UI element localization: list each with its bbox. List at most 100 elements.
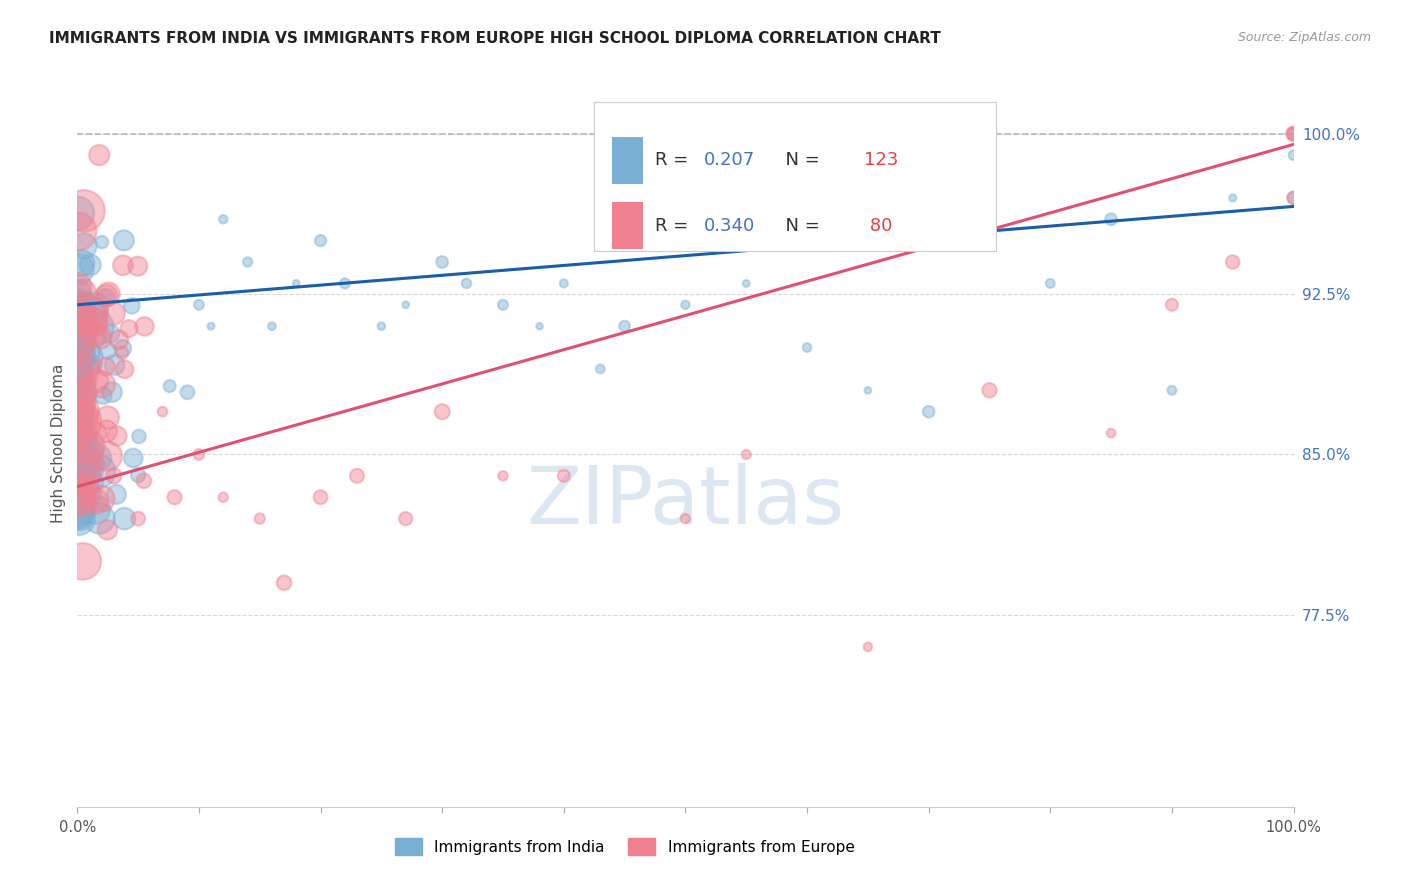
- Point: [72, 321, 94, 335]
- Point: [73, 436, 96, 450]
- Point: [66, 326, 89, 341]
- Point: [105, 487, 128, 501]
- Point: [66, 511, 89, 525]
- Point: [309, 234, 332, 248]
- Point: [72, 554, 94, 568]
- Point: [67, 497, 90, 511]
- Point: [67, 409, 90, 424]
- Point: [675, 511, 697, 525]
- Point: [121, 299, 143, 313]
- Point: [66, 412, 89, 426]
- Point: [67, 455, 90, 469]
- Point: [101, 385, 124, 400]
- Point: [127, 511, 149, 525]
- Point: [66, 474, 89, 488]
- Point: [1039, 277, 1062, 291]
- Point: [70, 310, 93, 324]
- Point: [67, 476, 90, 491]
- Point: [94, 359, 117, 374]
- Bar: [613, 202, 643, 249]
- Point: [66, 409, 89, 423]
- Point: [163, 490, 186, 504]
- Point: [73, 203, 96, 218]
- Point: [1282, 127, 1305, 141]
- Point: [89, 511, 111, 525]
- Point: [94, 291, 117, 305]
- Point: [97, 410, 120, 425]
- Point: [430, 255, 453, 269]
- Point: [76, 440, 98, 454]
- Point: [83, 494, 105, 508]
- Point: [111, 258, 134, 272]
- Text: N =: N =: [775, 217, 825, 235]
- Point: [111, 341, 134, 355]
- Point: [73, 313, 96, 327]
- Text: 0.340: 0.340: [703, 217, 755, 235]
- Point: [70, 326, 93, 341]
- Point: [132, 474, 155, 488]
- Point: [87, 464, 110, 478]
- Point: [285, 277, 308, 291]
- Point: [69, 329, 91, 343]
- Point: [66, 441, 89, 455]
- Point: [73, 239, 96, 253]
- Point: [1099, 426, 1122, 441]
- Point: [70, 385, 93, 400]
- Y-axis label: High School Diploma: High School Diploma: [51, 364, 66, 524]
- Point: [856, 384, 879, 398]
- Text: ZIPatlas: ZIPatlas: [526, 463, 845, 541]
- Point: [84, 426, 107, 441]
- Point: [1282, 127, 1305, 141]
- Point: [122, 450, 145, 465]
- Point: [97, 286, 120, 301]
- Point: [66, 442, 89, 457]
- Point: [66, 435, 89, 450]
- Point: [67, 491, 90, 506]
- Point: [67, 368, 90, 382]
- Point: [69, 392, 91, 407]
- Point: [159, 379, 181, 393]
- Point: [80, 475, 103, 489]
- Point: [75, 480, 97, 494]
- Point: [76, 463, 98, 477]
- Point: [69, 415, 91, 429]
- Point: [103, 468, 125, 483]
- Point: [91, 389, 114, 403]
- Text: IMMIGRANTS FROM INDIA VS IMMIGRANTS FROM EUROPE HIGH SCHOOL DIPLOMA CORRELATION : IMMIGRANTS FROM INDIA VS IMMIGRANTS FROM…: [49, 31, 941, 46]
- Point: [979, 384, 1001, 398]
- Bar: [613, 136, 643, 184]
- Point: [66, 347, 89, 361]
- Text: 0.207: 0.207: [703, 152, 755, 169]
- Point: [76, 445, 98, 459]
- Point: [66, 328, 89, 343]
- Point: [395, 511, 418, 525]
- Point: [108, 333, 131, 347]
- Point: [96, 288, 118, 302]
- Point: [333, 277, 356, 291]
- Point: [69, 469, 91, 483]
- Point: [72, 375, 94, 389]
- Point: [430, 405, 453, 419]
- Point: [66, 293, 89, 308]
- Point: [856, 640, 879, 654]
- Point: [127, 468, 149, 483]
- Text: 80: 80: [865, 217, 893, 235]
- Point: [72, 363, 94, 377]
- Point: [735, 277, 758, 291]
- Point: [84, 320, 107, 334]
- Point: [96, 523, 118, 537]
- Point: [75, 296, 97, 310]
- Point: [73, 458, 96, 473]
- Point: [96, 343, 118, 358]
- Point: [66, 425, 89, 439]
- Point: [67, 483, 90, 498]
- Point: [66, 376, 89, 390]
- Point: [67, 348, 90, 362]
- Text: R =: R =: [655, 152, 695, 169]
- Point: [1282, 127, 1305, 141]
- Point: [82, 326, 104, 341]
- Point: [67, 352, 90, 367]
- Point: [80, 358, 103, 372]
- Point: [212, 212, 235, 227]
- Point: [309, 490, 332, 504]
